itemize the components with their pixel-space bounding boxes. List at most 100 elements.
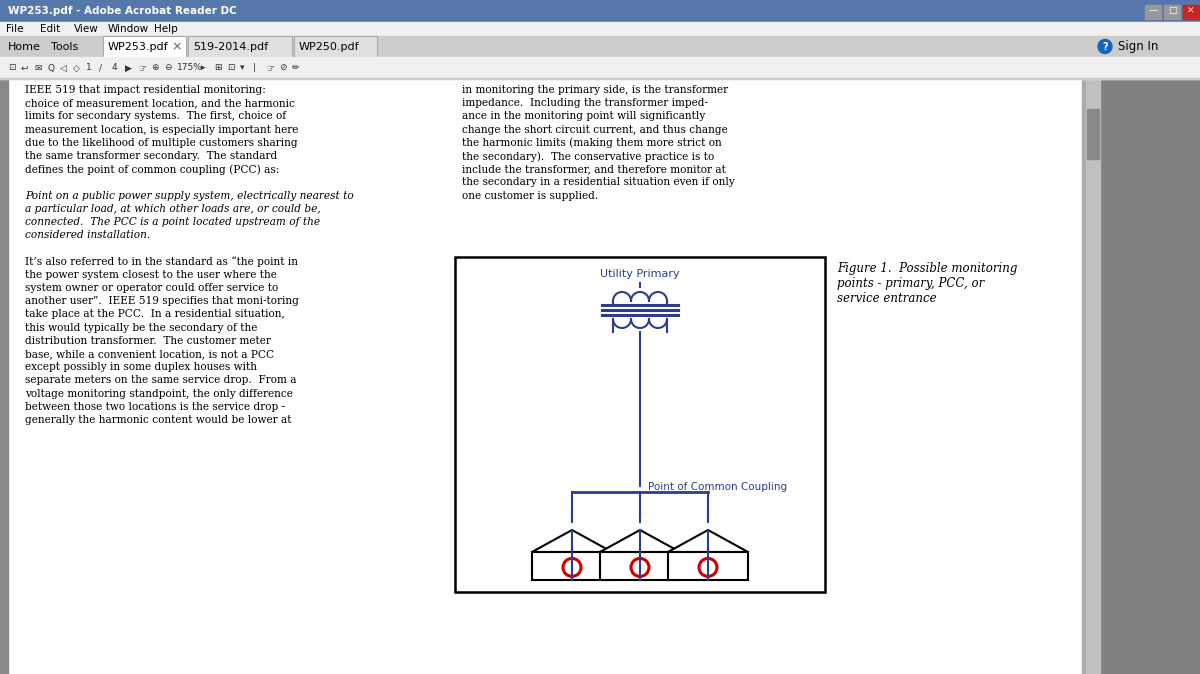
Text: —: — bbox=[1148, 7, 1158, 16]
Bar bbox=[103, 36, 186, 57]
Text: WP250.pdf: WP250.pdf bbox=[299, 42, 360, 51]
Text: choice of measurement location, and the harmonic: choice of measurement location, and the … bbox=[25, 98, 295, 109]
Text: ⊕: ⊕ bbox=[151, 63, 158, 73]
Bar bbox=[10, 79, 1085, 674]
Text: measurement location, is especially important here: measurement location, is especially impo… bbox=[25, 125, 299, 135]
Text: connected.  The PCC is a point located upstream of the: connected. The PCC is a point located up… bbox=[25, 217, 320, 227]
Bar bbox=[600, 552, 680, 580]
Text: change the short circuit current, and thus change: change the short circuit current, and th… bbox=[462, 125, 727, 135]
Text: IEEE 519 that impact residential monitoring:: IEEE 519 that impact residential monitor… bbox=[25, 85, 266, 95]
Text: the secondary in a residential situation even if only: the secondary in a residential situation… bbox=[462, 177, 734, 187]
Text: |: | bbox=[253, 63, 256, 73]
Bar bbox=[1086, 0, 1100, 79]
Text: generally the harmonic content would be lower at: generally the harmonic content would be … bbox=[25, 415, 292, 425]
Text: View: View bbox=[74, 24, 98, 34]
Text: include the transformer, and therefore monitor at: include the transformer, and therefore m… bbox=[462, 164, 726, 174]
Circle shape bbox=[563, 558, 581, 576]
Text: the secondary).  The conservative practice is to: the secondary). The conservative practic… bbox=[462, 151, 714, 162]
Text: except possibly in some duplex houses with: except possibly in some duplex houses wi… bbox=[25, 362, 257, 372]
Text: ⊞: ⊞ bbox=[214, 63, 222, 73]
Text: another user”.  IEEE 519 specifies that moni-toring: another user”. IEEE 519 specifies that m… bbox=[25, 296, 299, 306]
Bar bbox=[1082, 79, 1086, 674]
Text: Sign In: Sign In bbox=[1118, 40, 1158, 53]
Text: defines the point of common coupling (PCC) as:: defines the point of common coupling (PC… bbox=[25, 164, 280, 175]
Bar bbox=[455, 257, 826, 592]
Bar bbox=[0, 79, 8, 674]
Bar bbox=[0, 22, 1200, 36]
Text: limits for secondary systems.  The first, choice of: limits for secondary systems. The first,… bbox=[25, 111, 286, 121]
Text: ✕: ✕ bbox=[1187, 7, 1195, 16]
Text: 519-2014.pdf: 519-2014.pdf bbox=[193, 42, 268, 51]
Text: Utility Primary: Utility Primary bbox=[600, 269, 680, 279]
Bar bbox=[1086, 79, 1100, 674]
Text: separate meters on the same service drop.  From a: separate meters on the same service drop… bbox=[25, 375, 296, 386]
Text: ▾: ▾ bbox=[240, 63, 245, 73]
Text: ?: ? bbox=[1102, 42, 1108, 51]
Text: system owner or operator could offer service to: system owner or operator could offer ser… bbox=[25, 283, 278, 293]
Text: Edit: Edit bbox=[40, 24, 60, 34]
Text: the harmonic limits (making them more strict on: the harmonic limits (making them more st… bbox=[462, 137, 721, 148]
Text: File: File bbox=[6, 24, 24, 34]
Text: Help: Help bbox=[154, 24, 178, 34]
Text: ✏: ✏ bbox=[292, 63, 300, 73]
Bar bbox=[1087, 109, 1099, 159]
Text: It’s also referred to in the standard as “the point in: It’s also referred to in the standard as… bbox=[25, 257, 298, 268]
Text: ▸: ▸ bbox=[202, 63, 205, 73]
Text: /: / bbox=[98, 63, 102, 73]
Bar bbox=[188, 36, 292, 57]
Text: ◇: ◇ bbox=[73, 63, 80, 73]
Text: distribution transformer.  The customer meter: distribution transformer. The customer m… bbox=[25, 336, 271, 346]
Text: ⊡: ⊡ bbox=[227, 63, 234, 73]
Text: ▶: ▶ bbox=[125, 63, 132, 73]
Text: ◁: ◁ bbox=[60, 63, 67, 73]
Bar bbox=[0, 57, 1200, 79]
Text: ✉: ✉ bbox=[34, 63, 42, 73]
Text: Window: Window bbox=[108, 24, 149, 34]
Text: the power system closest to the user where the: the power system closest to the user whe… bbox=[25, 270, 277, 280]
Text: considered installation.: considered installation. bbox=[25, 231, 150, 240]
Text: Point of Common Coupling: Point of Common Coupling bbox=[648, 482, 787, 492]
Text: □: □ bbox=[1168, 7, 1176, 16]
Text: Figure 1.  Possible monitoring
points - primary, PCC, or
service entrance: Figure 1. Possible monitoring points - p… bbox=[838, 262, 1018, 305]
Bar bbox=[1183, 5, 1199, 19]
Text: take place at the PCC.  In a residential situation,: take place at the PCC. In a residential … bbox=[25, 309, 284, 319]
Bar bbox=[0, 0, 1200, 22]
Circle shape bbox=[631, 558, 649, 576]
Text: ☞: ☞ bbox=[266, 63, 274, 73]
Bar bbox=[0, 78, 1200, 79]
Text: WP253.pdf: WP253.pdf bbox=[108, 42, 169, 51]
Polygon shape bbox=[668, 530, 748, 552]
Text: Point on a public power supply system, electrically nearest to: Point on a public power supply system, e… bbox=[25, 191, 354, 201]
Text: impedance.  Including the transformer imped-: impedance. Including the transformer imp… bbox=[462, 98, 708, 109]
Text: between those two locations is the service drop -: between those two locations is the servi… bbox=[25, 402, 286, 412]
Bar bbox=[1145, 5, 1162, 19]
Text: in monitoring the primary side, is the transformer: in monitoring the primary side, is the t… bbox=[462, 85, 728, 95]
Text: WP253.pdf - Adobe Acrobat Reader DC: WP253.pdf - Adobe Acrobat Reader DC bbox=[8, 6, 236, 16]
Text: ance in the monitoring point will significantly: ance in the monitoring point will signif… bbox=[462, 111, 706, 121]
Text: ☞: ☞ bbox=[138, 63, 146, 73]
Text: ↩: ↩ bbox=[22, 63, 29, 73]
Text: base, while a convenient location, is not a PCC: base, while a convenient location, is no… bbox=[25, 349, 274, 359]
Text: ×: × bbox=[172, 40, 182, 53]
Text: 175%: 175% bbox=[178, 63, 203, 73]
Text: a particular load, at which other loads are, or could be,: a particular load, at which other loads … bbox=[25, 204, 320, 214]
Text: this would typically be the secondary of the: this would typically be the secondary of… bbox=[25, 323, 257, 332]
Text: 1: 1 bbox=[86, 63, 91, 73]
Text: Tools: Tools bbox=[50, 42, 78, 51]
Text: Home: Home bbox=[8, 42, 41, 51]
Bar bbox=[668, 552, 748, 580]
Text: ⊘: ⊘ bbox=[278, 63, 287, 73]
Text: one customer is supplied.: one customer is supplied. bbox=[462, 191, 599, 201]
Text: ⊖: ⊖ bbox=[164, 63, 172, 73]
Text: due to the likelihood of multiple customers sharing: due to the likelihood of multiple custom… bbox=[25, 137, 298, 148]
Bar bbox=[1164, 5, 1180, 19]
Text: Q: Q bbox=[47, 63, 54, 73]
Bar bbox=[532, 552, 612, 580]
Text: ⊡: ⊡ bbox=[8, 63, 16, 73]
Polygon shape bbox=[600, 530, 680, 552]
Text: 4: 4 bbox=[112, 63, 118, 73]
Circle shape bbox=[698, 558, 718, 576]
Circle shape bbox=[1098, 40, 1112, 53]
Bar bbox=[0, 36, 1200, 57]
Text: voltage monitoring standpoint, the only difference: voltage monitoring standpoint, the only … bbox=[25, 389, 293, 398]
